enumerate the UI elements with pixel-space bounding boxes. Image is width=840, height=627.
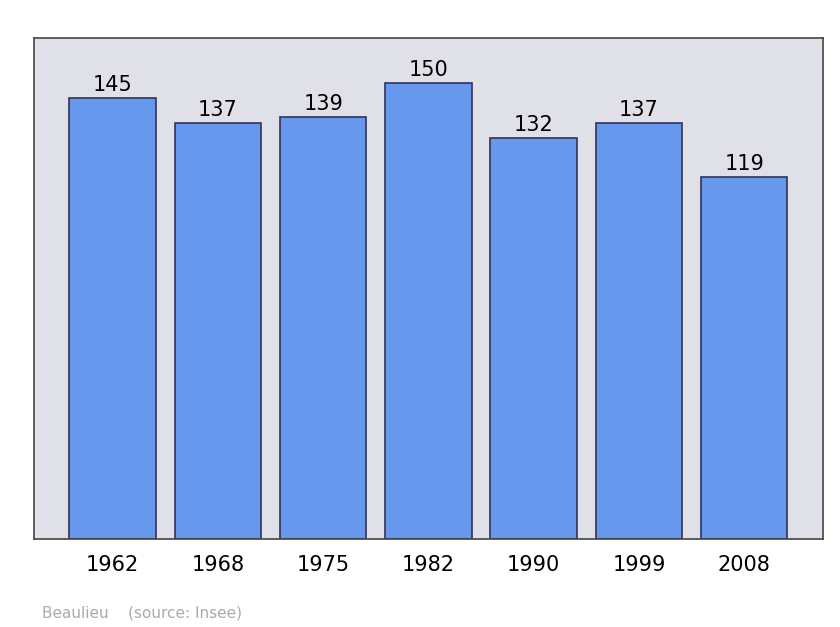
- Bar: [175, 123, 261, 539]
- Bar: [280, 117, 366, 539]
- Text: 139: 139: [303, 93, 343, 113]
- Bar: [70, 98, 155, 539]
- Text: 119: 119: [724, 154, 764, 174]
- Text: 137: 137: [619, 100, 659, 120]
- Text: 145: 145: [92, 75, 133, 95]
- Text: 150: 150: [408, 60, 449, 80]
- Bar: [386, 83, 471, 539]
- Text: Beaulieu    (source: Insee): Beaulieu (source: Insee): [42, 606, 242, 621]
- Bar: [701, 177, 787, 539]
- Text: 132: 132: [514, 115, 554, 135]
- Bar: [596, 123, 682, 539]
- Text: 137: 137: [198, 100, 238, 120]
- Bar: [491, 138, 577, 539]
